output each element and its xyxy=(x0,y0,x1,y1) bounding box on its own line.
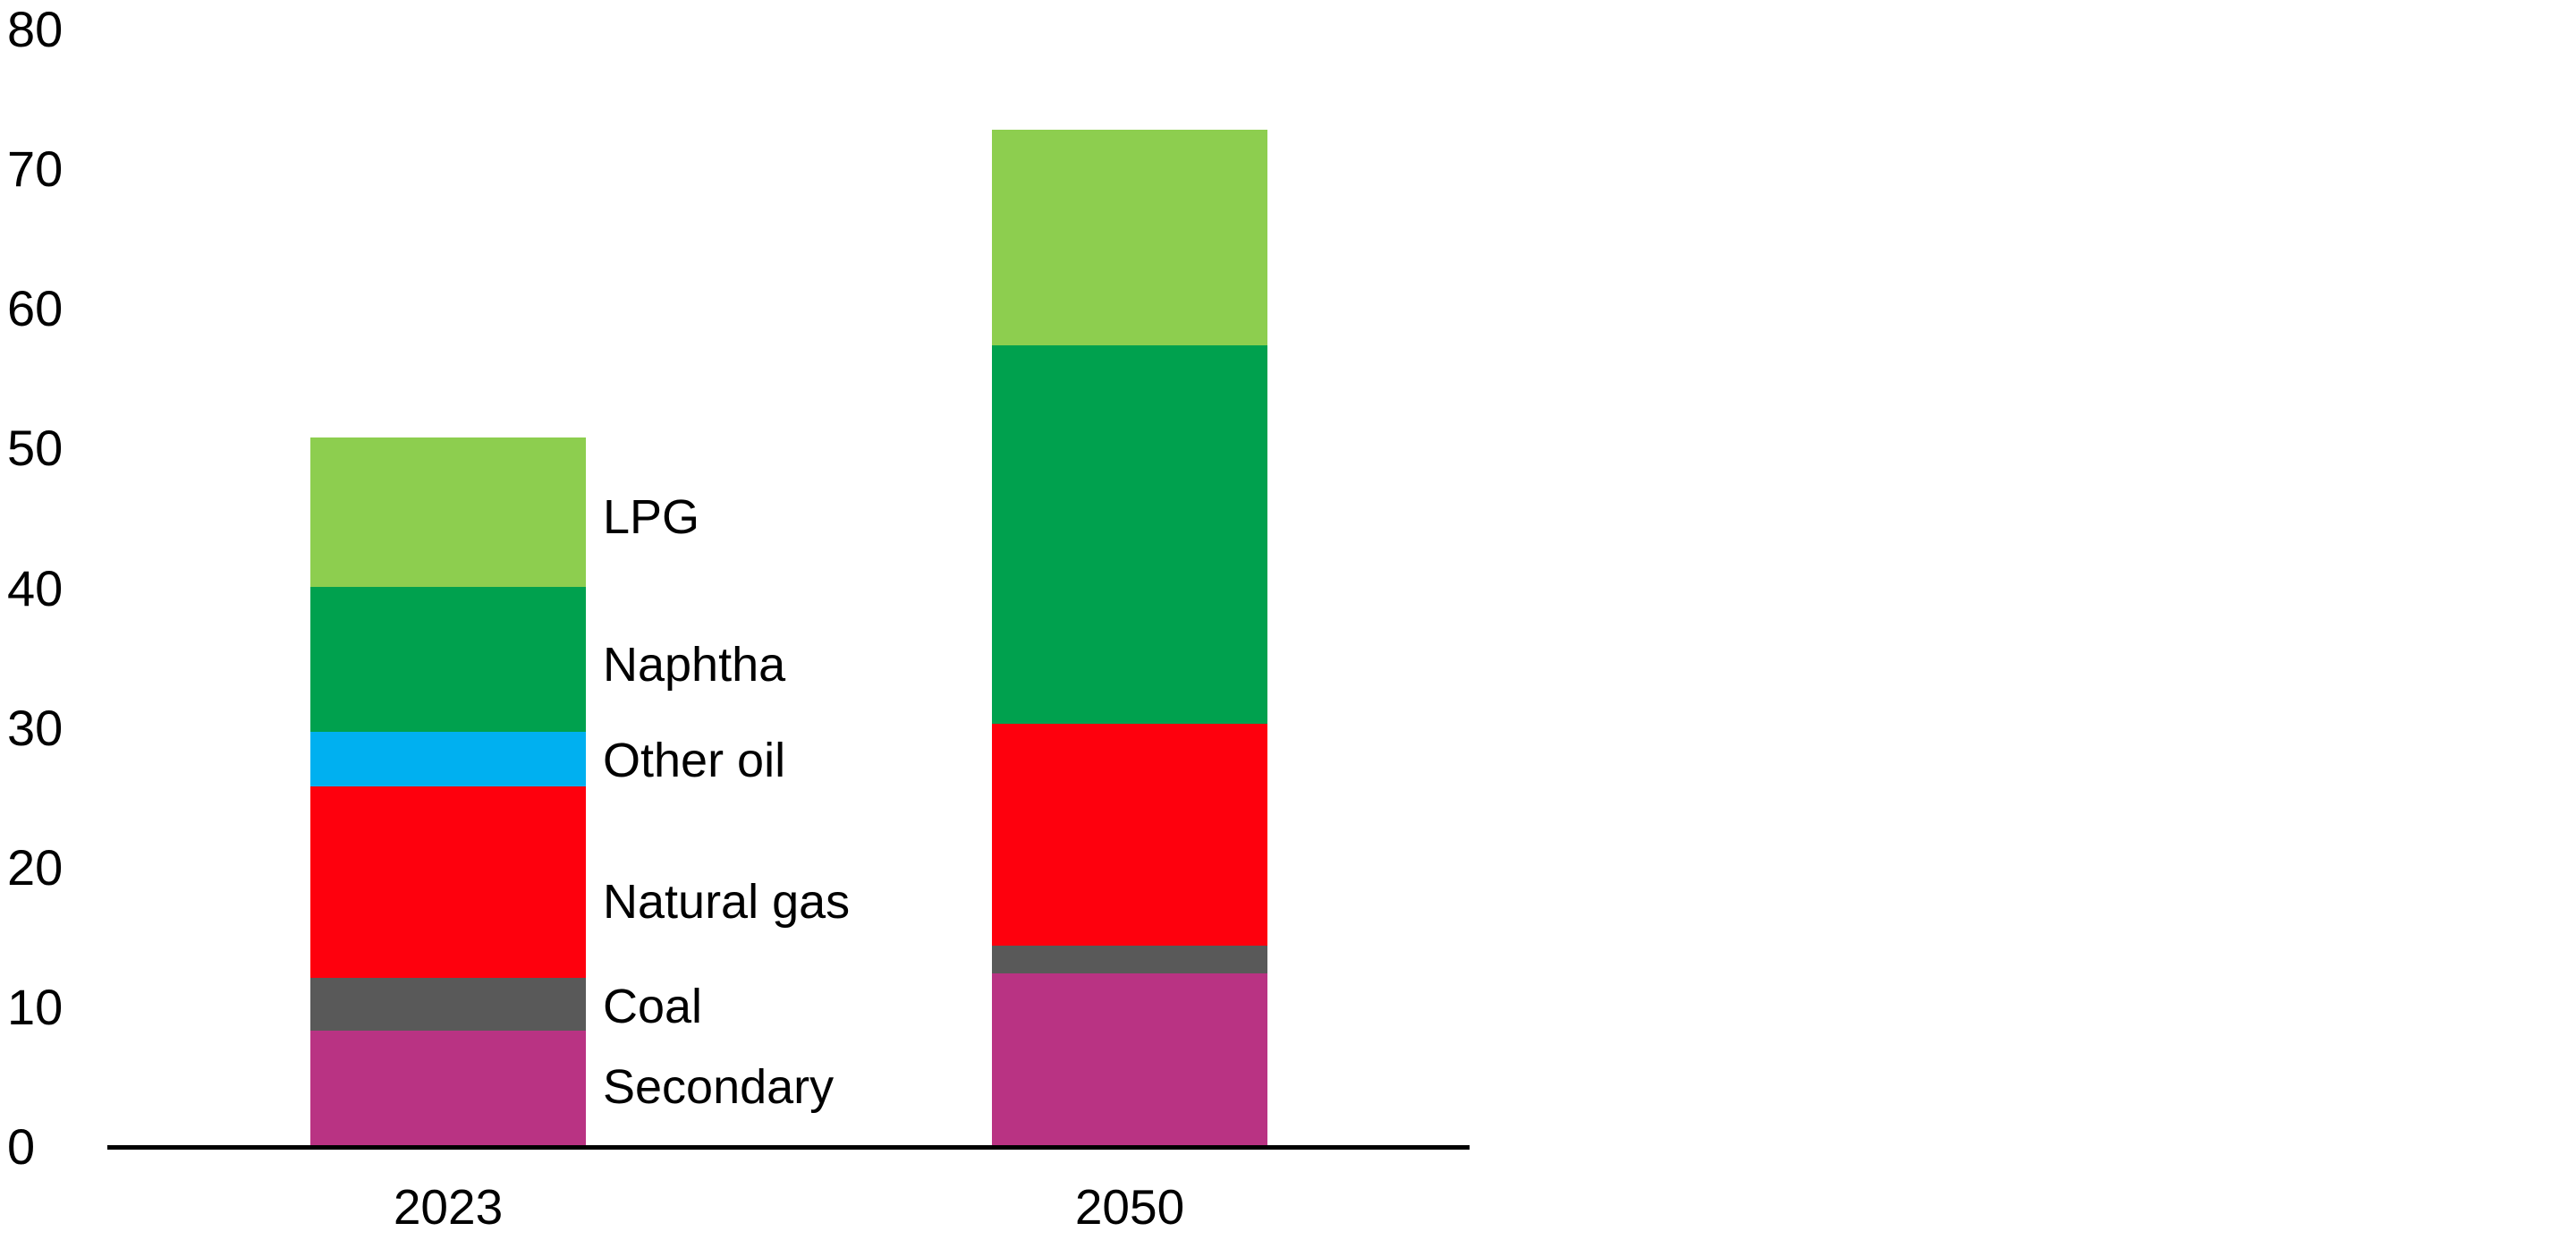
series-label-lpg: LPG xyxy=(603,490,700,545)
y-tick-label: 20 xyxy=(7,838,64,896)
y-tick-label: 60 xyxy=(7,280,64,337)
bar-segment-coal-2023 xyxy=(310,978,586,1032)
x-category-label: 2050 xyxy=(1074,1179,1185,1235)
bar-segment-secondary-2050 xyxy=(992,973,1267,1147)
x-category-label: 2023 xyxy=(393,1179,504,1235)
bar-segment-lpg-2023 xyxy=(310,437,586,587)
bar-segment-coal-2050 xyxy=(992,946,1267,974)
y-tick-label: 30 xyxy=(7,699,64,756)
series-label-secondary: Secondary xyxy=(603,1060,835,1115)
series-label-natural-gas: Natural gas xyxy=(603,875,851,930)
bar-segment-naphtha-2023 xyxy=(310,586,586,733)
series-label-other-oil: Other oil xyxy=(603,733,786,787)
bar-segment-natural-gas-2023 xyxy=(310,786,586,979)
series-label-coal: Coal xyxy=(603,979,703,1033)
y-tick-label: 80 xyxy=(7,1,64,57)
bar-segment-naphtha-2050 xyxy=(992,344,1267,724)
bar-segment-secondary-2023 xyxy=(310,1031,586,1147)
y-tick-label: 70 xyxy=(7,140,64,198)
series-label-naphtha: Naphtha xyxy=(603,638,786,692)
x-axis-line xyxy=(107,1144,1470,1150)
bar-segment-other-oil-2023 xyxy=(310,732,586,787)
y-tick-label: 40 xyxy=(7,559,64,616)
bar-segment-natural-gas-2050 xyxy=(992,723,1267,947)
bar-segment-lpg-2050 xyxy=(992,130,1267,345)
y-tick-label: 50 xyxy=(7,420,64,477)
y-tick-label: 0 xyxy=(7,1118,36,1175)
y-tick-label: 10 xyxy=(7,978,64,1035)
